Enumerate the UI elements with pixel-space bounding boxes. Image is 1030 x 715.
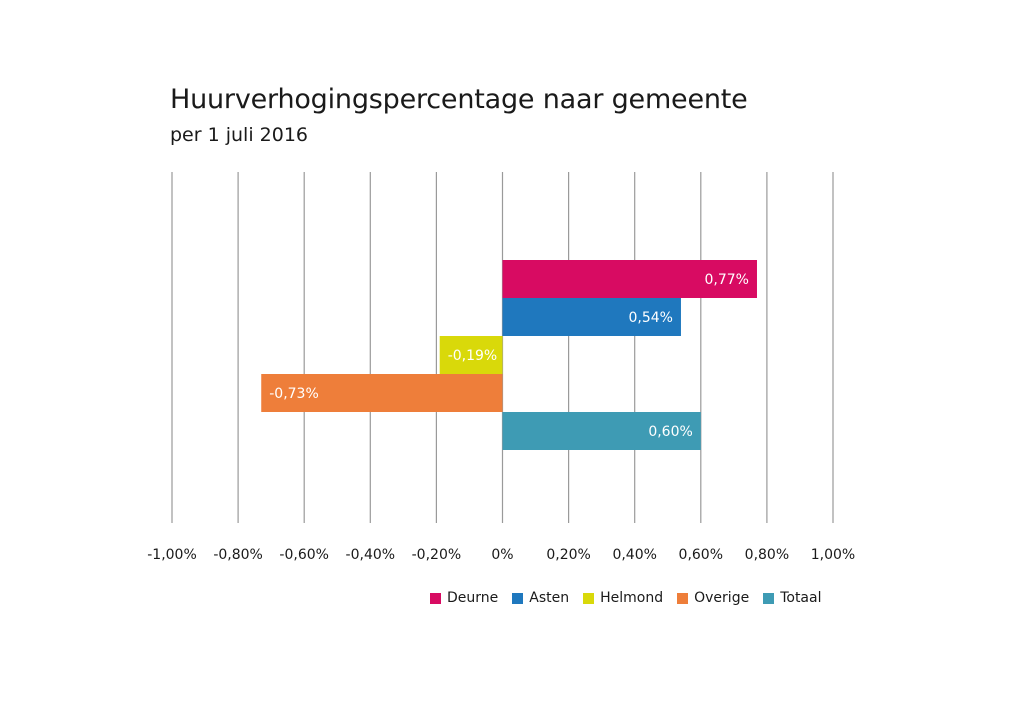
x-tick-label: 0,40%	[612, 547, 656, 563]
data-label-helmond: -0,19%	[448, 348, 498, 364]
legend-item-totaal: Totaal	[763, 590, 821, 606]
chart-subtitle: per 1 juli 2016	[170, 124, 309, 146]
x-tick-label: 0%	[491, 547, 513, 563]
legend-swatch	[430, 592, 441, 604]
legend-label: Deurne	[447, 590, 499, 606]
bar-deurne	[502, 260, 757, 298]
bar-totaal	[502, 412, 701, 450]
data-label-overige: -0,73%	[269, 386, 319, 402]
legend-label: Helmond	[600, 590, 664, 606]
legend-item-overige: Overige	[677, 590, 749, 606]
legend-swatch	[512, 592, 524, 604]
legend-label: Asten	[529, 590, 570, 606]
bar-overige	[261, 374, 503, 412]
data-label-asten: 0,54%	[628, 310, 672, 326]
chart-title: Huurverhogingspercentage naar gemeente	[170, 84, 748, 115]
data-label-totaal: 0,60%	[648, 424, 692, 440]
x-tick-label: -0,20%	[412, 547, 462, 563]
x-tick-label: -0,60%	[279, 547, 329, 563]
x-tick-label: 0,80%	[745, 547, 789, 563]
x-tick-label: 1,00%	[811, 547, 855, 563]
x-tick-label: -0,80%	[213, 547, 263, 563]
chart-legend: Deurne Asten Helmond Overige Totaal	[430, 590, 821, 606]
legend-item-deurne: Deurne	[430, 590, 498, 606]
legend-item-asten: Asten	[512, 590, 569, 606]
legend-label: Overige	[694, 590, 750, 606]
x-tick-label: 0,20%	[546, 547, 590, 563]
legend-item-helmond: Helmond	[583, 590, 663, 606]
data-label-deurne: 0,77%	[705, 272, 749, 288]
bar-asten	[502, 298, 681, 336]
x-tick-label: -0,40%	[346, 547, 396, 563]
legend-swatch	[583, 592, 595, 604]
legend-swatch	[763, 592, 775, 604]
legend-swatch	[677, 592, 689, 604]
legend-label: Totaal	[780, 590, 822, 606]
bar-helmond	[439, 336, 503, 374]
x-tick-label: 0,60%	[679, 547, 723, 563]
x-tick-label: -1,00%	[147, 547, 197, 563]
